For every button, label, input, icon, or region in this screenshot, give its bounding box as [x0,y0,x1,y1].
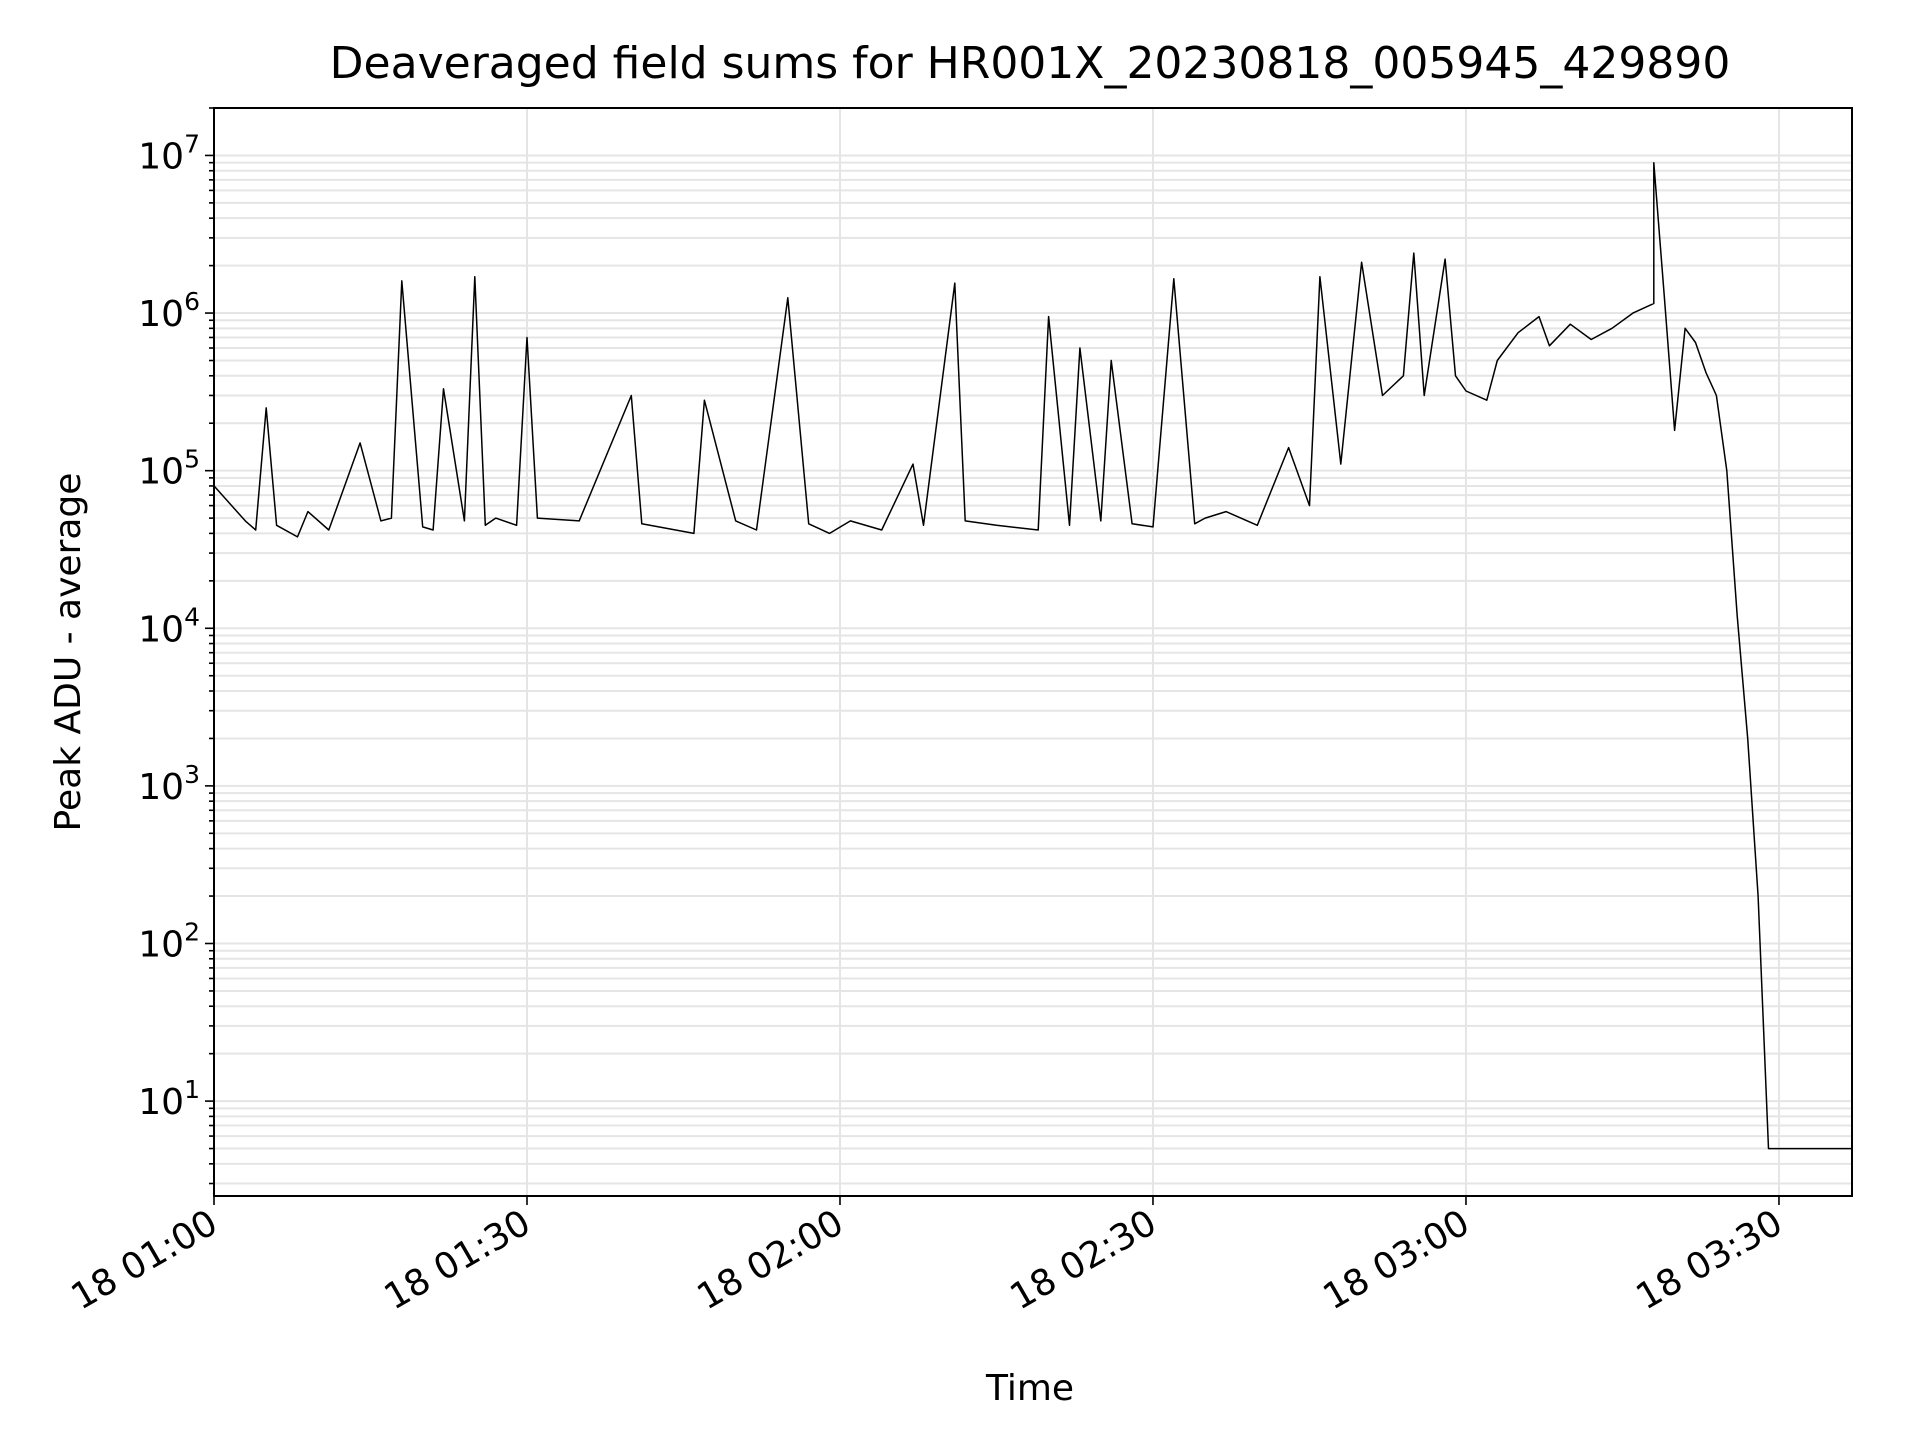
y-tick-label: 101 [138,1075,200,1123]
x-axis: 18 01:00 18 01:30 18 02:00 18 02:30 18 03:00… [65,1196,1790,1318]
x-tick-label: 18 02:00 [691,1202,851,1318]
x-tick-label: 18 03:30 [1630,1202,1790,1318]
x-tick-label: 18 01:30 [378,1202,538,1318]
data-series-line [213,161,1852,1150]
chart-title: Deaveraged field sums for HR001X_2023081… [330,38,1731,89]
x-tick-label: 18 01:00 [65,1202,225,1318]
x-tick-label: 18 02:30 [1004,1202,1164,1318]
y-tick-label: 103 [138,760,200,808]
y-tick-label: 105 [138,445,200,493]
y-tick-label: 104 [138,602,200,650]
y-axis-label: Peak ADU - average [48,473,89,832]
y-tick-label: 102 [138,917,200,965]
plot-frame [213,107,1853,1197]
x-tick-label: 18 03:00 [1317,1202,1477,1318]
y-tick-label: 106 [138,287,200,335]
x-axis-label: Time [985,1368,1074,1409]
y-axis: 101 102 103 104 105 106 107 [138,107,214,1185]
grid [213,107,1852,1196]
y-tick-label: 107 [138,129,200,177]
